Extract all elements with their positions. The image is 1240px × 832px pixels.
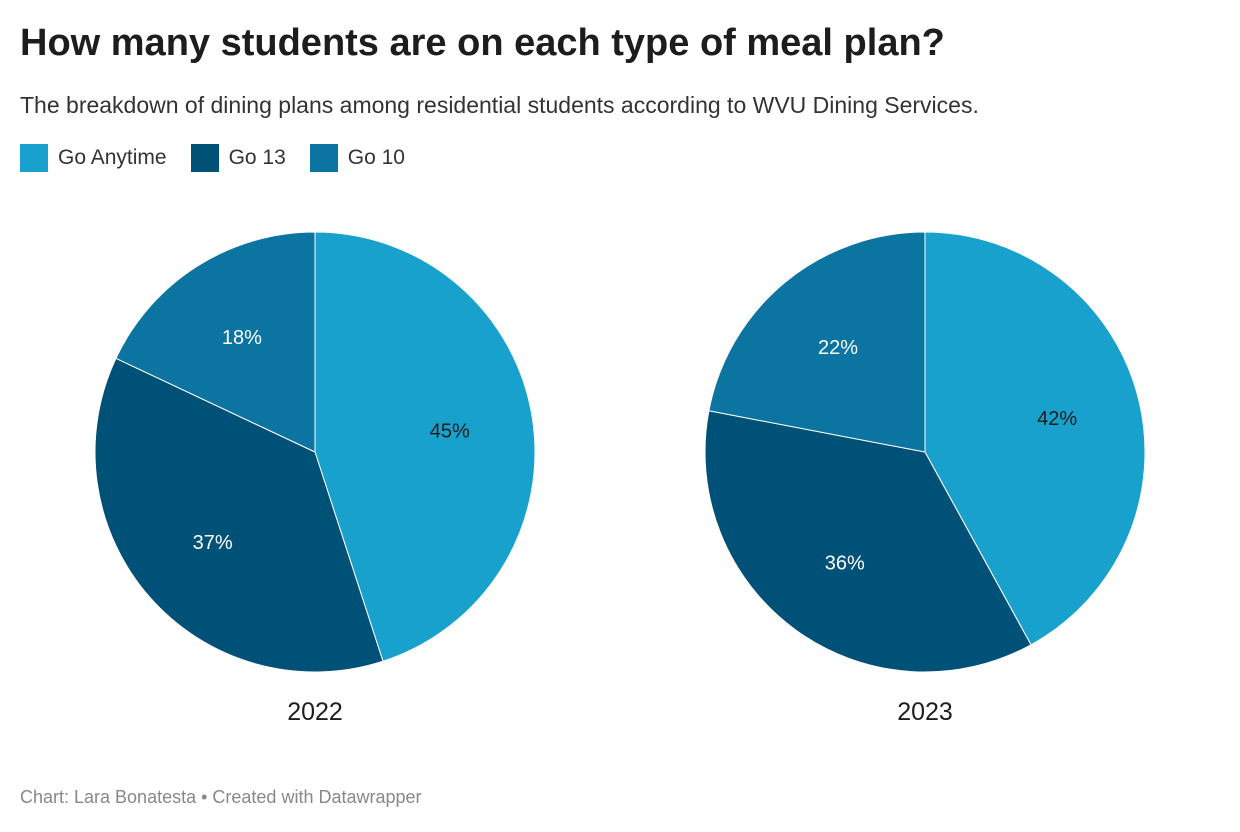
pie-slice [704, 410, 1032, 673]
pie-year-label: 2023 [897, 698, 953, 726]
legend-label: Go 13 [228, 146, 286, 169]
pie-2022: 45% 37% 18% 2022 [94, 231, 536, 726]
chart-footer: Chart: Lara Bonatesta • Created with Dat… [20, 787, 422, 807]
legend: Go Anytime Go 13 Go 10 [20, 144, 405, 172]
legend-swatch [309, 144, 338, 172]
legend-label: Go 10 [347, 146, 405, 169]
pie-charts: 45% 37% 18% 2022 42% 36% 22% 2023 [94, 231, 1146, 726]
pie-slice [94, 357, 384, 673]
slice-label: 45% [430, 421, 470, 443]
pie-slice [708, 231, 926, 453]
pie-slice [115, 231, 316, 453]
slice-label: 37% [193, 532, 233, 554]
slice-label: 36% [825, 552, 865, 574]
slice-label: 42% [1037, 408, 1077, 430]
legend-item: Go 10 [309, 144, 405, 172]
legend-swatch [190, 144, 219, 172]
legend-swatch [20, 144, 48, 172]
chart-subtitle: The breakdown of dining plans among resi… [20, 92, 979, 118]
pie-slice [924, 231, 1146, 646]
slice-label: 22% [818, 337, 858, 359]
pie-year-label: 2022 [287, 698, 343, 726]
slice-label: 18% [222, 327, 262, 349]
legend-item: Go Anytime [20, 144, 167, 172]
chart-title: How many students are on each type of me… [20, 22, 945, 64]
pie-slice [314, 231, 536, 662]
pie-2023: 42% 36% 22% 2023 [704, 231, 1146, 726]
legend-item: Go 13 [190, 144, 286, 172]
legend-label: Go Anytime [58, 146, 167, 169]
